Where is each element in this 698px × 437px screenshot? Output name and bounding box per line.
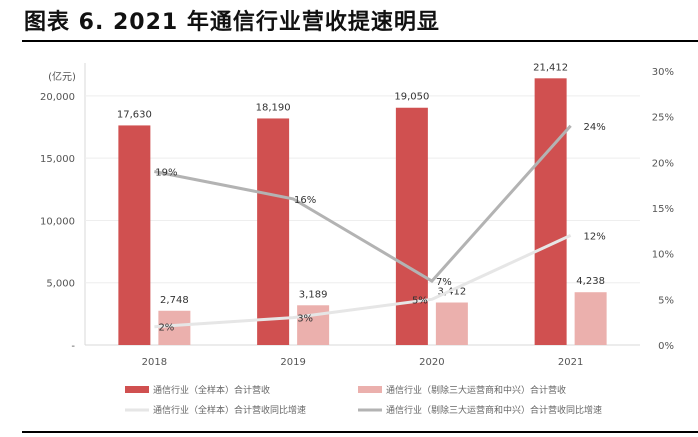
y-tick-label: - <box>71 341 75 352</box>
bar-data-label: 21,412 <box>533 62 568 73</box>
bar-full <box>257 118 290 346</box>
y-tick-label: 10,000 <box>40 216 75 227</box>
line-data-label: 24% <box>584 122 606 133</box>
line-data-label: 7% <box>436 277 452 288</box>
bar-full <box>534 78 567 345</box>
top-rule <box>22 40 698 42</box>
legend-label: 通信行业（剔除三大运营商和中兴）合计营收同比增速 <box>386 404 602 416</box>
y2-tick-label: 10% <box>652 250 674 261</box>
y2-tick-label: 5% <box>658 295 674 306</box>
y-tick-label: 20,000 <box>40 92 75 103</box>
bar-excl <box>297 305 330 345</box>
y2-tick-label: 15% <box>652 204 674 215</box>
bar-data-label: 3,189 <box>299 289 328 300</box>
bar-excl <box>158 310 191 345</box>
line-data-label: 5% <box>412 295 428 306</box>
legend-swatch <box>358 386 382 393</box>
y-axis-unit: (亿元) <box>48 70 76 83</box>
y2-tick-label: 20% <box>652 158 674 169</box>
y2-tick-label: 30% <box>652 67 674 78</box>
line-full-growth <box>154 234 572 329</box>
x-tick-label: 2020 <box>419 357 444 368</box>
x-tick-label: 2019 <box>280 357 305 368</box>
y2-tick-label: 25% <box>652 113 674 124</box>
x-tick-label: 2021 <box>558 357 583 368</box>
bottom-rule <box>22 431 698 433</box>
bar-data-label: 18,190 <box>256 102 291 113</box>
bar-data-label: 17,630 <box>117 109 152 120</box>
line-data-label: 2% <box>158 323 174 334</box>
bar-data-label: 2,748 <box>160 295 189 306</box>
bar-data-label: 4,238 <box>576 276 605 287</box>
y2-tick-label: 0% <box>658 341 674 352</box>
line-excl-growth <box>154 124 572 283</box>
y-tick-label: 15,000 <box>40 154 75 165</box>
legend-swatch <box>125 386 149 393</box>
line-data-label: 12% <box>584 231 606 242</box>
line-data-label: 3% <box>297 314 313 325</box>
bar-full <box>395 107 428 345</box>
bar-excl <box>435 302 468 345</box>
x-tick-label: 2018 <box>142 357 167 368</box>
bar-data-label: 19,050 <box>394 92 429 103</box>
bar-full <box>118 125 151 345</box>
line-data-label: 19% <box>155 167 177 178</box>
legend-label: 通信行业（全样本）合计营收 <box>153 384 270 396</box>
bar-excl <box>574 292 607 345</box>
legend-label: 通信行业（全样本）合计营收同比增速 <box>153 404 306 416</box>
legend-label: 通信行业（剔除三大运营商和中兴）合计营收 <box>386 384 566 396</box>
y-tick-label: 5,000 <box>46 279 75 290</box>
bar-data-label: 3,412 <box>438 287 467 298</box>
line-data-label: 16% <box>294 195 316 206</box>
figure-title: 图表 6. 2021 年通信行业营收提速明显 <box>24 10 440 35</box>
